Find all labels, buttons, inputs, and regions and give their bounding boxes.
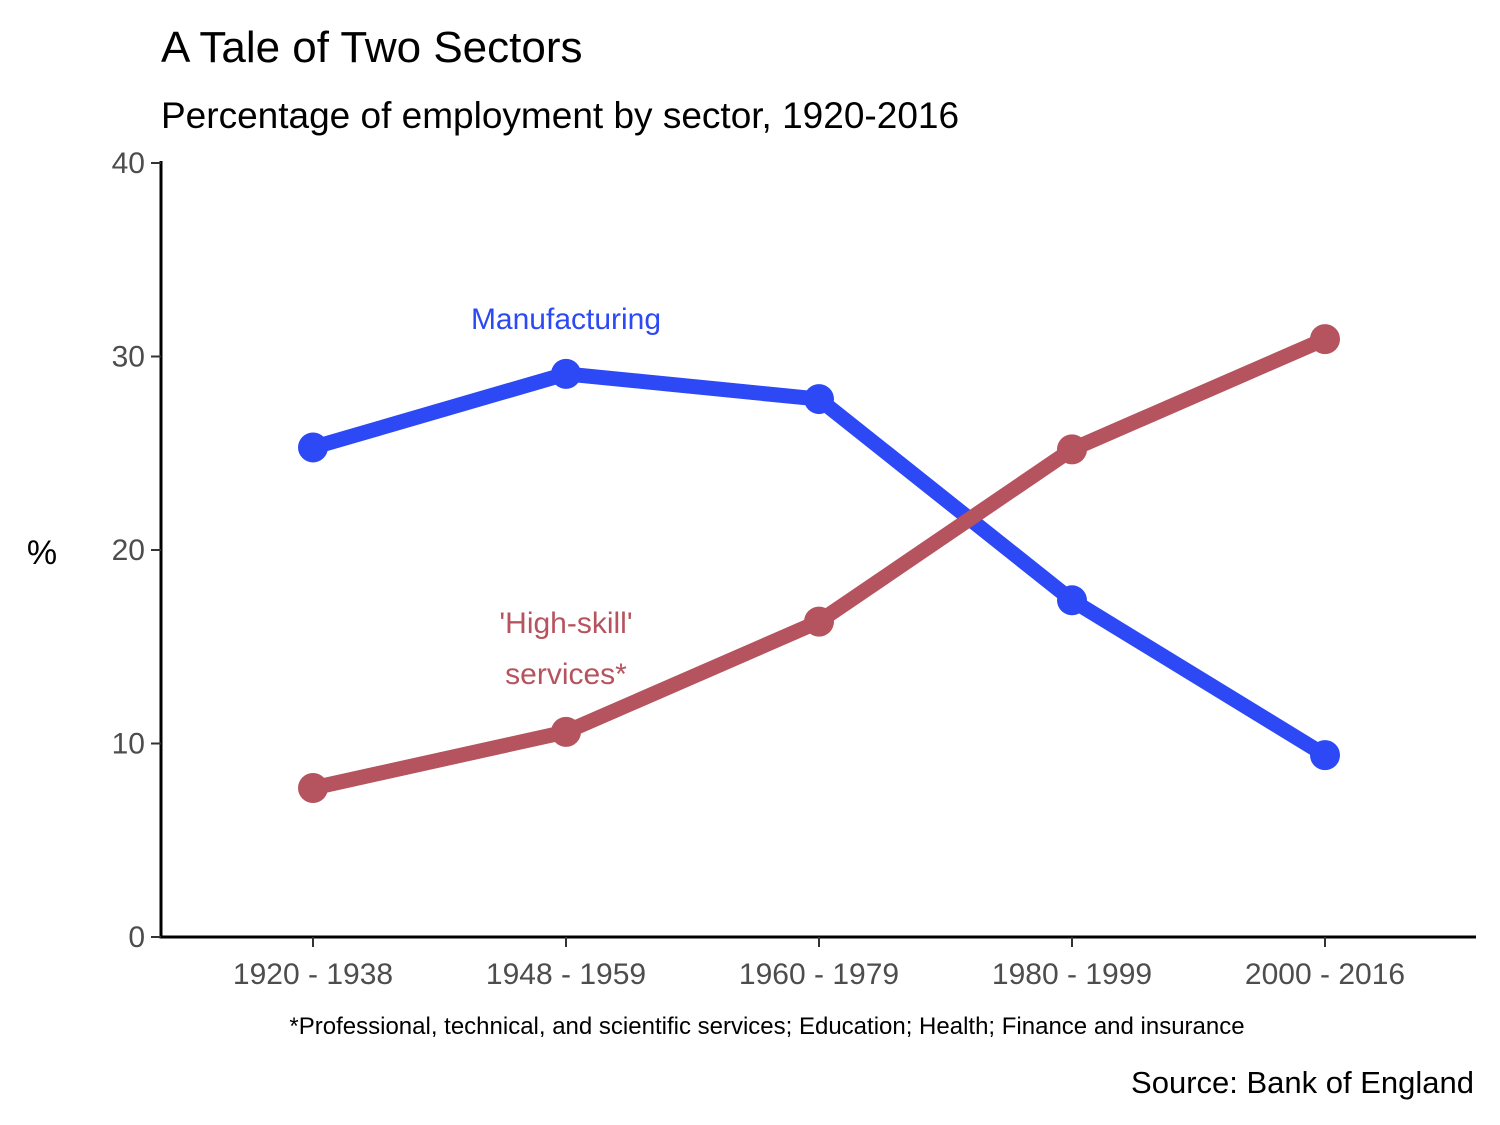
y-tick-label: 0 (128, 921, 145, 954)
data-point (1310, 324, 1340, 355)
y-tick-label: 10 (112, 728, 145, 761)
x-tick-label: 1960 - 1979 (739, 958, 899, 991)
x-tick-label: 1980 - 1999 (992, 958, 1152, 991)
x-tick-label: 1920 - 1938 (233, 958, 393, 991)
annotation-manufacturing: Manufacturing (471, 303, 661, 336)
data-point (1057, 434, 1087, 465)
annotation-services-line2: services* (505, 658, 627, 691)
series-line (305, 366, 1333, 763)
y-tick-label: 30 (112, 341, 145, 374)
series-manufacturing (298, 358, 1340, 771)
y-tick-label: 40 (112, 147, 145, 180)
data-point (551, 716, 581, 747)
data-point (1057, 585, 1087, 616)
x-tick-label: 2000 - 2016 (1245, 958, 1405, 991)
chart-title: A Tale of Two Sectors (161, 23, 583, 72)
data-point (804, 384, 834, 415)
series-layer (298, 324, 1340, 804)
chart-subtitle: Percentage of employment by sector, 1920… (161, 95, 959, 136)
y-tick-label: 20 (112, 534, 145, 567)
x-tick-label: 1948 - 1959 (486, 958, 646, 991)
footnote: *Professional, technical, and scientific… (289, 1013, 1244, 1040)
source-caption: Source: Bank of England (1131, 1065, 1474, 1100)
data-point (1310, 740, 1340, 771)
data-point (298, 432, 328, 463)
data-point (551, 358, 581, 389)
y-axis-label: % (27, 534, 57, 572)
series-high-skill-services (298, 324, 1340, 804)
data-point (298, 773, 328, 804)
axes: 0 10 20 30 40 1920 - 1938 1948 - 1959 1960 - 19… (112, 147, 1476, 991)
data-point (804, 606, 834, 637)
annotation-services-line1: 'High-skill' (499, 607, 632, 640)
